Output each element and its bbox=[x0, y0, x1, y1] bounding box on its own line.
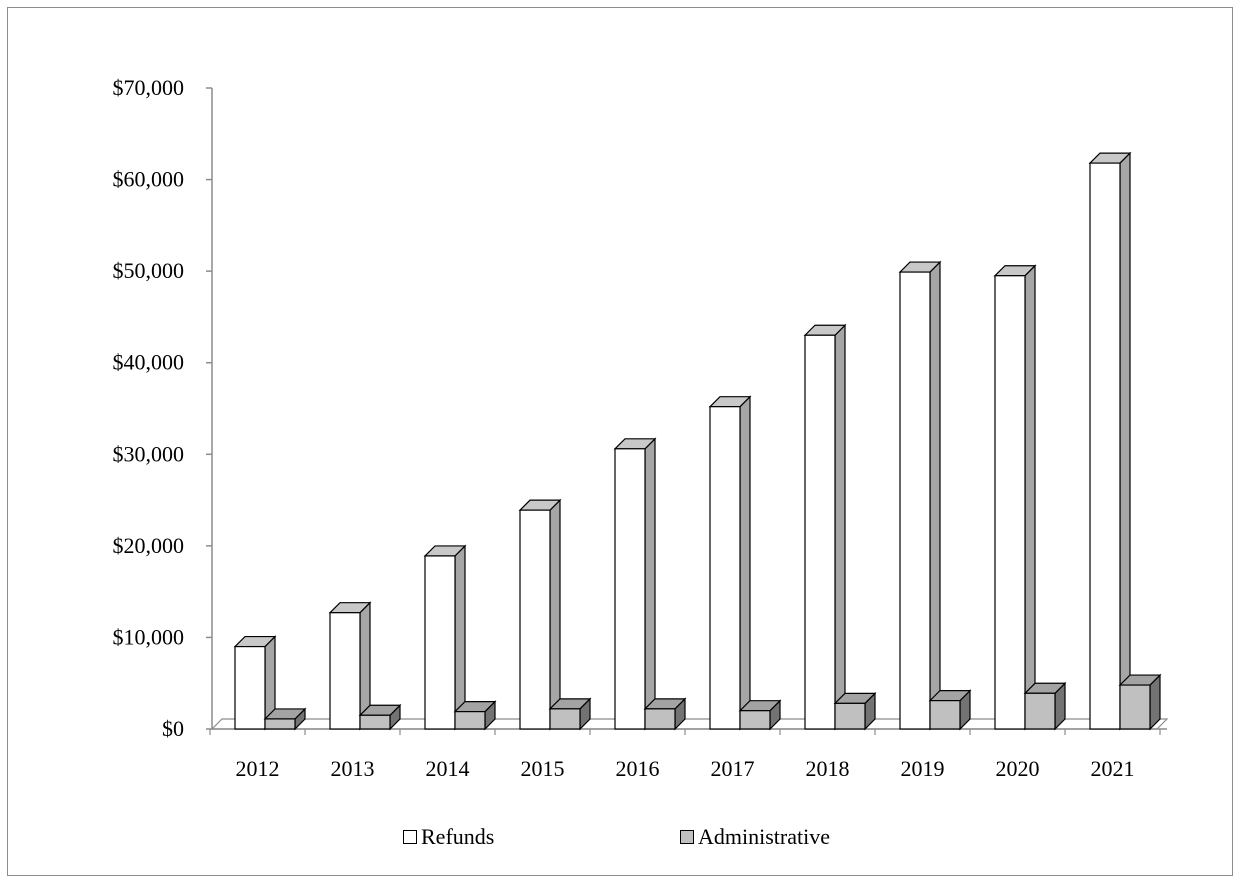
x-tick-label: 2018 bbox=[806, 756, 850, 781]
y-tick-label: $20,000 bbox=[113, 533, 185, 558]
bar-refunds-2016 bbox=[613, 437, 657, 731]
bar-refunds-2021 bbox=[1088, 151, 1132, 731]
bar-front bbox=[994, 275, 1026, 730]
bar-side bbox=[834, 323, 846, 731]
x-tick-label: 2014 bbox=[426, 756, 470, 781]
bar-administrative-2018 bbox=[833, 691, 877, 731]
bar-front bbox=[234, 645, 266, 730]
legend-swatch-refunds bbox=[403, 830, 417, 844]
bar-side bbox=[929, 260, 941, 731]
bar-front bbox=[1119, 684, 1151, 730]
bar-front bbox=[834, 702, 866, 730]
bar-side bbox=[1119, 151, 1131, 731]
bar-refunds-2013 bbox=[328, 601, 372, 731]
bar-administrative-2019 bbox=[928, 689, 972, 731]
bar-front bbox=[454, 711, 486, 730]
x-tick-label: 2013 bbox=[331, 756, 375, 781]
bar-administrative-2014 bbox=[453, 700, 497, 731]
x-tick-label: 2015 bbox=[521, 756, 565, 781]
y-tick-label: $50,000 bbox=[113, 258, 185, 283]
bar-front bbox=[424, 555, 456, 730]
x-tick-label: 2020 bbox=[996, 756, 1040, 781]
bar-side bbox=[1024, 264, 1036, 731]
bar-front bbox=[1089, 162, 1121, 730]
x-tick-label: 2012 bbox=[236, 756, 280, 781]
legend: Refunds Administrative bbox=[0, 824, 1240, 854]
y-tick-label: $40,000 bbox=[113, 350, 185, 375]
y-tick-label: $30,000 bbox=[113, 441, 185, 466]
bar-side bbox=[644, 437, 656, 731]
bar-administrative-2013 bbox=[358, 703, 402, 731]
bar-front bbox=[264, 718, 296, 730]
bar-administrative-2020 bbox=[1023, 681, 1067, 731]
y-axis-labels: $0 $10,000 $20,000 $30,000 $40,000 $50,000 $60… bbox=[113, 75, 185, 741]
legend-item-administrative: Administrative bbox=[680, 824, 830, 850]
bar-administrative-2015 bbox=[548, 697, 592, 731]
legend-label-administrative: Administrative bbox=[698, 824, 830, 849]
bar-administrative-2021 bbox=[1118, 673, 1162, 731]
x-tick-label: 2016 bbox=[616, 756, 660, 781]
bar-administrative-2012 bbox=[263, 707, 307, 731]
bar-front bbox=[739, 710, 771, 730]
bar-front bbox=[644, 708, 676, 730]
x-tick-label: 2019 bbox=[901, 756, 945, 781]
bars bbox=[233, 151, 1162, 731]
bar-front bbox=[899, 271, 931, 730]
bar-front bbox=[1024, 692, 1056, 730]
x-tick-label: 2021 bbox=[1091, 756, 1135, 781]
legend-item-refunds: Refunds bbox=[403, 824, 494, 850]
bar-refunds-2019 bbox=[898, 260, 942, 731]
bar-administrative-2016 bbox=[643, 697, 687, 731]
bar-administrative-2017 bbox=[738, 699, 782, 731]
bar-front bbox=[329, 612, 361, 730]
y-tick-label: $60,000 bbox=[113, 167, 185, 192]
bar-front bbox=[614, 448, 646, 730]
x-axis-labels: 2012 2013 2014 2015 2016 2017 2018 2019 2020 2021 bbox=[236, 756, 1135, 781]
bar-refunds-2020 bbox=[993, 264, 1037, 731]
bar-front bbox=[804, 334, 836, 730]
bar-refunds-2017 bbox=[708, 395, 752, 731]
bar-front bbox=[549, 708, 581, 730]
bar-refunds-2014 bbox=[423, 544, 467, 731]
bar-refunds-2015 bbox=[518, 498, 562, 731]
legend-swatch-administrative bbox=[680, 830, 694, 844]
bar-side bbox=[549, 498, 561, 731]
y-tick-label: $10,000 bbox=[113, 624, 185, 649]
bar-front bbox=[519, 509, 551, 730]
bar-front bbox=[359, 714, 391, 730]
bar-front bbox=[929, 700, 961, 730]
y-tick-label: $70,000 bbox=[113, 75, 185, 100]
bar-side bbox=[454, 544, 466, 731]
legend-label-refunds: Refunds bbox=[421, 824, 495, 849]
y-tick-label: $0 bbox=[162, 716, 184, 741]
bar-side bbox=[739, 395, 751, 731]
bar-refunds-2018 bbox=[803, 323, 847, 731]
x-tick-label: 2017 bbox=[711, 756, 755, 781]
bar-front bbox=[709, 406, 741, 730]
